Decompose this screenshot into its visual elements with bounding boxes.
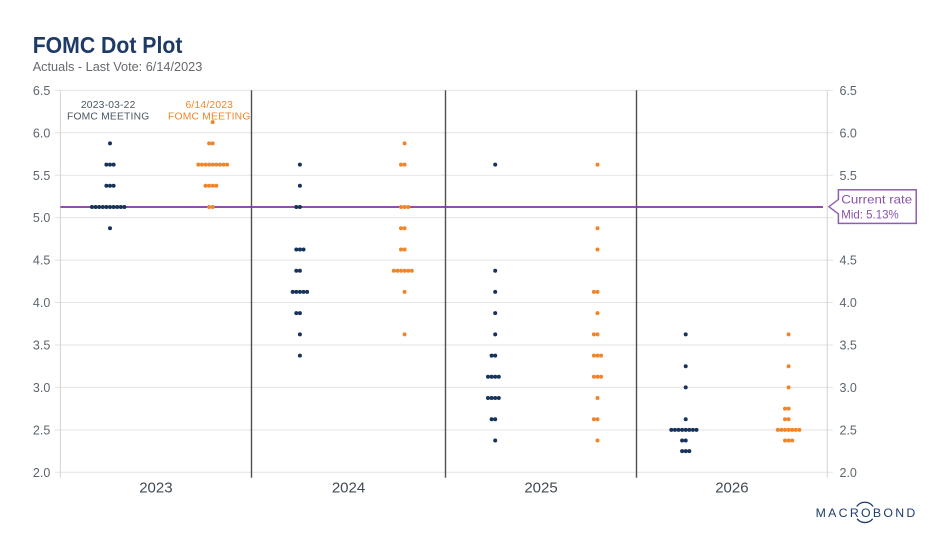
svg-text:6/14/2023: 6/14/2023 [185,100,233,111]
svg-text:MACROBOND: MACROBOND [816,506,918,520]
svg-text:2.0: 2.0 [840,466,857,480]
svg-text:3.5: 3.5 [33,339,50,353]
svg-text:6.5: 6.5 [840,84,857,98]
svg-text:3.5: 3.5 [840,339,857,353]
svg-text:2026: 2026 [715,480,748,497]
svg-text:2023-03-22: 2023-03-22 [81,100,136,111]
svg-text:4.5: 4.5 [840,254,857,268]
svg-text:Actuals - Last Vote: 6/14/2023: Actuals - Last Vote: 6/14/2023 [33,59,203,74]
svg-text:3.0: 3.0 [840,381,857,395]
svg-text:5.0: 5.0 [33,211,50,225]
svg-text:5.5: 5.5 [840,169,857,183]
svg-text:FOMC MEETING: FOMC MEETING [168,111,250,122]
svg-text:2023: 2023 [139,480,172,497]
svg-text:2.5: 2.5 [840,423,857,437]
svg-text:Current rate: Current rate [841,192,912,206]
svg-text:2.5: 2.5 [33,423,50,437]
svg-text:5.5: 5.5 [33,169,50,183]
svg-text:2025: 2025 [524,480,557,497]
svg-text:3.0: 3.0 [33,381,50,395]
svg-text:4.5: 4.5 [33,254,50,268]
svg-text:2024: 2024 [332,480,365,497]
svg-text:6.0: 6.0 [33,126,50,140]
svg-text:4.0: 4.0 [840,296,857,310]
svg-text:FOMC Dot Plot: FOMC Dot Plot [33,32,183,58]
svg-text:Mid: 5.13%: Mid: 5.13% [841,208,899,222]
svg-text:6.0: 6.0 [840,126,857,140]
svg-text:2.0: 2.0 [33,466,50,480]
svg-text:4.0: 4.0 [33,296,50,310]
svg-text:6.5: 6.5 [33,84,50,98]
svg-text:FOMC MEETING: FOMC MEETING [67,111,149,122]
